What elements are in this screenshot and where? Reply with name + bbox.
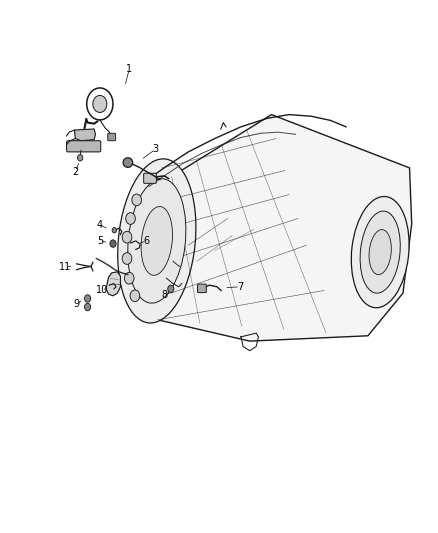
Ellipse shape — [123, 158, 133, 167]
Ellipse shape — [360, 211, 400, 293]
Text: 3: 3 — [152, 144, 159, 154]
FancyBboxPatch shape — [198, 284, 206, 293]
Text: 6: 6 — [144, 236, 150, 246]
Polygon shape — [129, 115, 412, 341]
Circle shape — [124, 272, 134, 284]
Circle shape — [112, 228, 117, 233]
Circle shape — [93, 95, 107, 112]
FancyBboxPatch shape — [144, 173, 156, 183]
Ellipse shape — [369, 230, 391, 274]
FancyBboxPatch shape — [67, 141, 101, 152]
Circle shape — [122, 231, 132, 243]
Text: 7: 7 — [237, 282, 243, 292]
Text: 5: 5 — [97, 236, 103, 246]
Text: 10: 10 — [95, 285, 108, 295]
Text: 2: 2 — [72, 167, 78, 176]
Ellipse shape — [128, 179, 186, 303]
Text: 1: 1 — [126, 64, 132, 74]
Polygon shape — [106, 272, 120, 296]
Circle shape — [168, 285, 174, 293]
Ellipse shape — [351, 197, 409, 308]
Ellipse shape — [141, 206, 173, 276]
Circle shape — [122, 253, 132, 264]
Circle shape — [132, 194, 141, 206]
Circle shape — [78, 155, 83, 161]
Circle shape — [85, 303, 91, 311]
Circle shape — [85, 295, 91, 302]
Polygon shape — [74, 129, 95, 141]
Text: 8: 8 — [161, 290, 167, 300]
Text: 4: 4 — [97, 220, 103, 230]
Text: 9: 9 — [74, 299, 80, 309]
Ellipse shape — [118, 159, 196, 323]
FancyBboxPatch shape — [108, 133, 116, 141]
Circle shape — [130, 290, 140, 302]
Text: 11: 11 — [59, 262, 71, 271]
Circle shape — [126, 213, 135, 224]
Circle shape — [110, 240, 116, 247]
